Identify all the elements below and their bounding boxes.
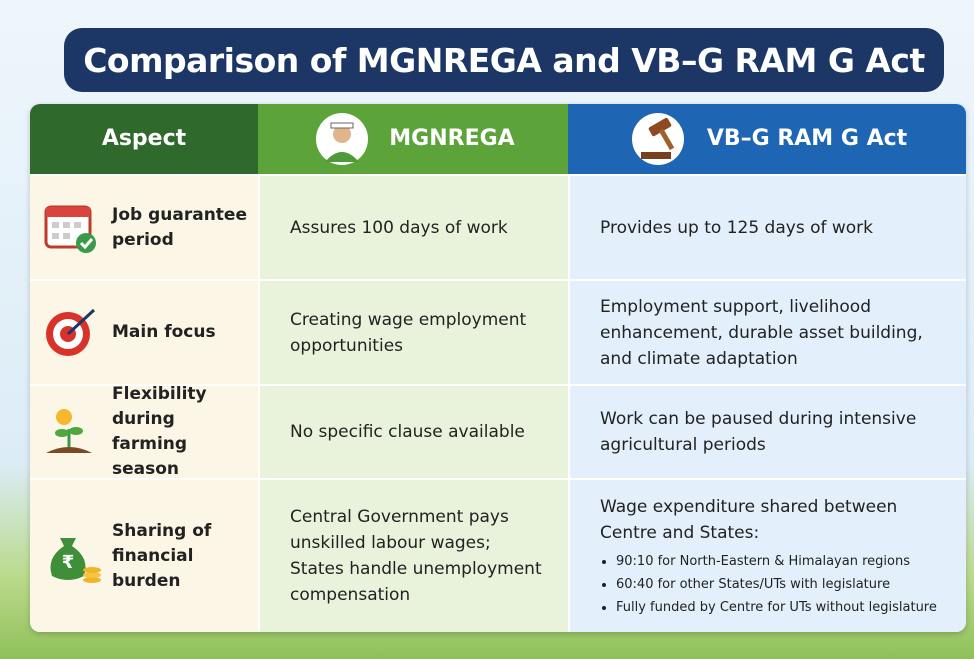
- bullet: 90:10 for North-Eastern & Himalayan regi…: [616, 550, 946, 573]
- bullet: 60:40 for other States/UTs with legislat…: [616, 573, 946, 596]
- cell-content: Wage expenditure shared between Centre a…: [600, 494, 946, 619]
- cell-text: Work can be paused during intensive agri…: [600, 409, 917, 455]
- svg-text:₹: ₹: [62, 552, 75, 573]
- vbg-cell: Work can be paused during intensive agri…: [568, 384, 966, 478]
- bullet-list: 90:10 for North-Eastern & Himalayan regi…: [600, 550, 946, 619]
- cell-text: Wage expenditure shared between Centre a…: [600, 496, 898, 543]
- header-cell: Aspect: [30, 104, 258, 174]
- mgnrega-cell: Creating wage employment opportunities: [258, 279, 568, 384]
- vbg-cell: Wage expenditure shared between Centre a…: [568, 478, 966, 632]
- money-bag-icon: ₹: [50, 538, 101, 583]
- farmer-icon: [316, 113, 369, 165]
- bullet: Fully funded by Centre for UTs without l…: [616, 596, 946, 619]
- comparison-table: Aspect MGNREGA VB–G RAM G Act Job guaran…: [30, 104, 966, 632]
- aspect-text: Sharing of financial burden: [112, 520, 212, 591]
- vbg-cell: Employment support, livelihood enhanceme…: [568, 279, 966, 384]
- cell-text: Employment support, livelihood enhanceme…: [600, 296, 923, 369]
- header-cell: VB–G RAM G Act: [568, 104, 966, 174]
- cell-text: Provides up to 125 days of work: [600, 217, 874, 238]
- title-banner: Comparison of MGNREGA and VB–G RAM G Act: [64, 28, 944, 92]
- aspect-text: Main focus: [112, 322, 216, 342]
- cell-text: No specific clause available: [290, 422, 525, 442]
- aspect-text: Job guarantee period: [112, 204, 247, 250]
- header-text: Aspect: [101, 126, 187, 151]
- vbg-cell: Provides up to 125 days of work: [568, 174, 966, 279]
- cell-text: Creating wage employment opportunities: [290, 309, 527, 356]
- sprout-icon: [46, 409, 92, 453]
- header-text: VB–G RAM G Act: [706, 126, 908, 151]
- target-icon: [46, 308, 96, 356]
- header-text: MGNREGA: [389, 126, 515, 151]
- aspect-cell: Job guarantee period: [30, 174, 258, 279]
- gavel-icon: [631, 113, 684, 165]
- aspect-cell: Main focus: [30, 279, 258, 384]
- mgnrega-cell: Central Government pays unskilled labour…: [258, 478, 568, 632]
- cell-text: Central Government pays unskilled labour…: [290, 507, 542, 605]
- mgnrega-cell: Assures 100 days of work: [258, 174, 568, 279]
- mgnrega-cell: No specific clause available: [258, 384, 568, 478]
- header-cell: MGNREGA: [258, 104, 568, 174]
- title: Comparison of MGNREGA and VB–G RAM G Act: [83, 40, 925, 80]
- aspect-cell: ₹ Sharing of financial burden: [30, 478, 258, 632]
- calendar-icon: [44, 205, 96, 253]
- aspect-cell: Flexibility during farming season: [30, 384, 258, 479]
- cell-text: Assures 100 days of work: [290, 217, 508, 238]
- aspect-text: Flexibility during farming season: [112, 384, 207, 479]
